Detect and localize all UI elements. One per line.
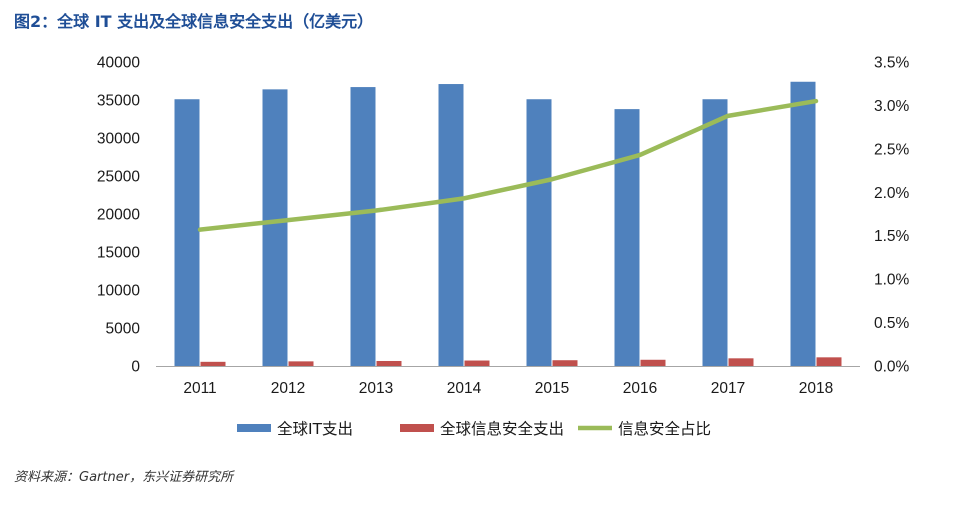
y-right-tick-label: 3.5% (874, 55, 910, 72)
y-left-tick-label: 20000 (97, 207, 140, 224)
legend-label-security: 全球信息安全支出 (440, 420, 564, 438)
bar-it-2012 (262, 89, 288, 367)
y-left-tick-label: 10000 (97, 283, 140, 300)
bar-security-2012 (288, 361, 314, 366)
legend: 全球IT支出 全球信息安全支出 信息安全占比 (237, 420, 711, 438)
y-left-tick-label: 40000 (97, 55, 140, 72)
bar-security-2017 (728, 358, 754, 366)
x-tick-label: 2013 (359, 380, 393, 397)
x-tick-label: 2018 (799, 380, 833, 397)
bar-security-2018 (816, 357, 842, 366)
y-left-tick-label: 25000 (97, 169, 140, 186)
legend-label-ratio: 信息安全占比 (618, 420, 711, 438)
bar-security-2015 (552, 360, 578, 366)
legend-swatch-security (400, 424, 434, 432)
x-tick-label: 2011 (183, 380, 216, 397)
bar-it-2016 (614, 109, 640, 367)
chart-title: 图2：全球 IT 支出及全球信息安全支出（亿美元） (14, 12, 374, 31)
y-left-tick-label: 5000 (106, 321, 141, 338)
x-axis-ticks: 2011 2012 2013 2014 2015 2016 2017 2018 (183, 380, 833, 397)
bar-it-2017 (702, 99, 728, 367)
legend-swatch-it (237, 424, 271, 432)
x-tick-label: 2015 (535, 380, 569, 397)
y-right-tick-label: 0.5% (874, 315, 910, 332)
y-left-tick-label: 30000 (97, 131, 140, 148)
y-right-tick-label: 2.0% (874, 185, 910, 202)
source-note: 资料来源：Gartner，东兴证券研究所 (14, 470, 234, 485)
y-right-tick-label: 3.0% (874, 98, 910, 115)
x-tick-label: 2012 (271, 380, 305, 397)
y-axis-left-ticks: 0 5000 10000 15000 20000 25000 30000 35000 40000 (97, 55, 140, 376)
bar-it-2015 (526, 99, 552, 367)
bar-security-2011 (200, 361, 226, 366)
bar-security-2014 (464, 360, 490, 366)
y-right-tick-label: 1.0% (874, 272, 910, 289)
y-right-tick-label: 0.0% (874, 359, 910, 376)
x-tick-label: 2014 (447, 380, 482, 397)
y-left-tick-label: 35000 (97, 93, 140, 110)
y-axis-right-ticks: 0.0% 0.5% 1.0% 1.5% 2.0% 2.5% 3.0% 3.5% (874, 55, 910, 376)
y-right-tick-label: 1.5% (874, 228, 910, 245)
x-tick-label: 2016 (623, 380, 657, 397)
bar-it-2011 (174, 99, 200, 367)
bar-it-2014 (438, 84, 464, 366)
y-right-tick-label: 2.5% (874, 141, 910, 158)
bar-security-2013 (376, 360, 402, 366)
bar-it-2013 (350, 87, 376, 366)
line-layer (197, 98, 819, 232)
y-left-tick-label: 15000 (97, 245, 140, 262)
bars-layer (174, 81, 842, 367)
y-left-tick-label: 0 (131, 359, 140, 376)
line-security-ratio (197, 98, 819, 232)
x-tick-label: 2017 (711, 380, 745, 397)
bar-it-2018 (790, 81, 816, 366)
bar-security-2016 (640, 359, 666, 366)
legend-label-it: 全球IT支出 (277, 420, 353, 438)
